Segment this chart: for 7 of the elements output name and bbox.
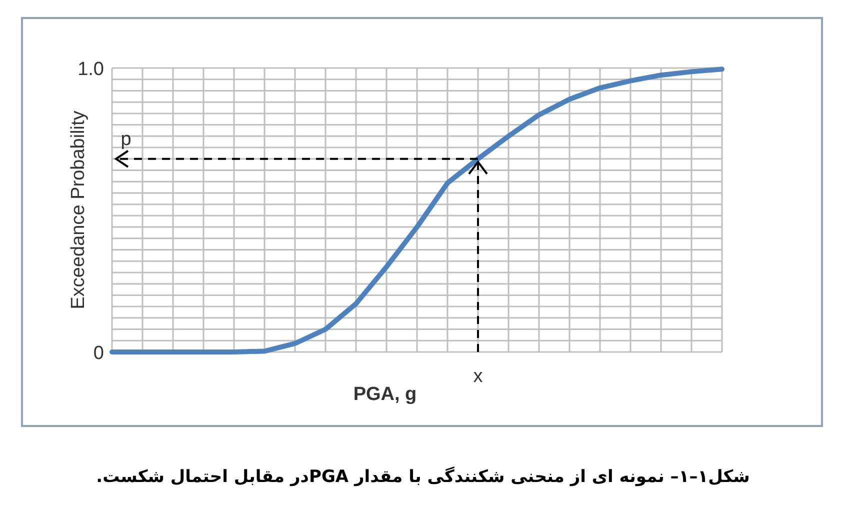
y-axis-title: Exceedance Probability (68, 110, 89, 310)
x-axis-title: PGA, g (353, 384, 417, 405)
text: x (473, 366, 484, 387)
y-tick-label: 1.0 (78, 59, 104, 80)
text: شکل۱–۱– نمونه ای از منحنی شکنندگی با مقدار PGAدر مقابل احتمال شکست. (96, 466, 750, 487)
y-tick-label: 0 (93, 343, 104, 364)
ref-line-label: p (120, 128, 132, 150)
